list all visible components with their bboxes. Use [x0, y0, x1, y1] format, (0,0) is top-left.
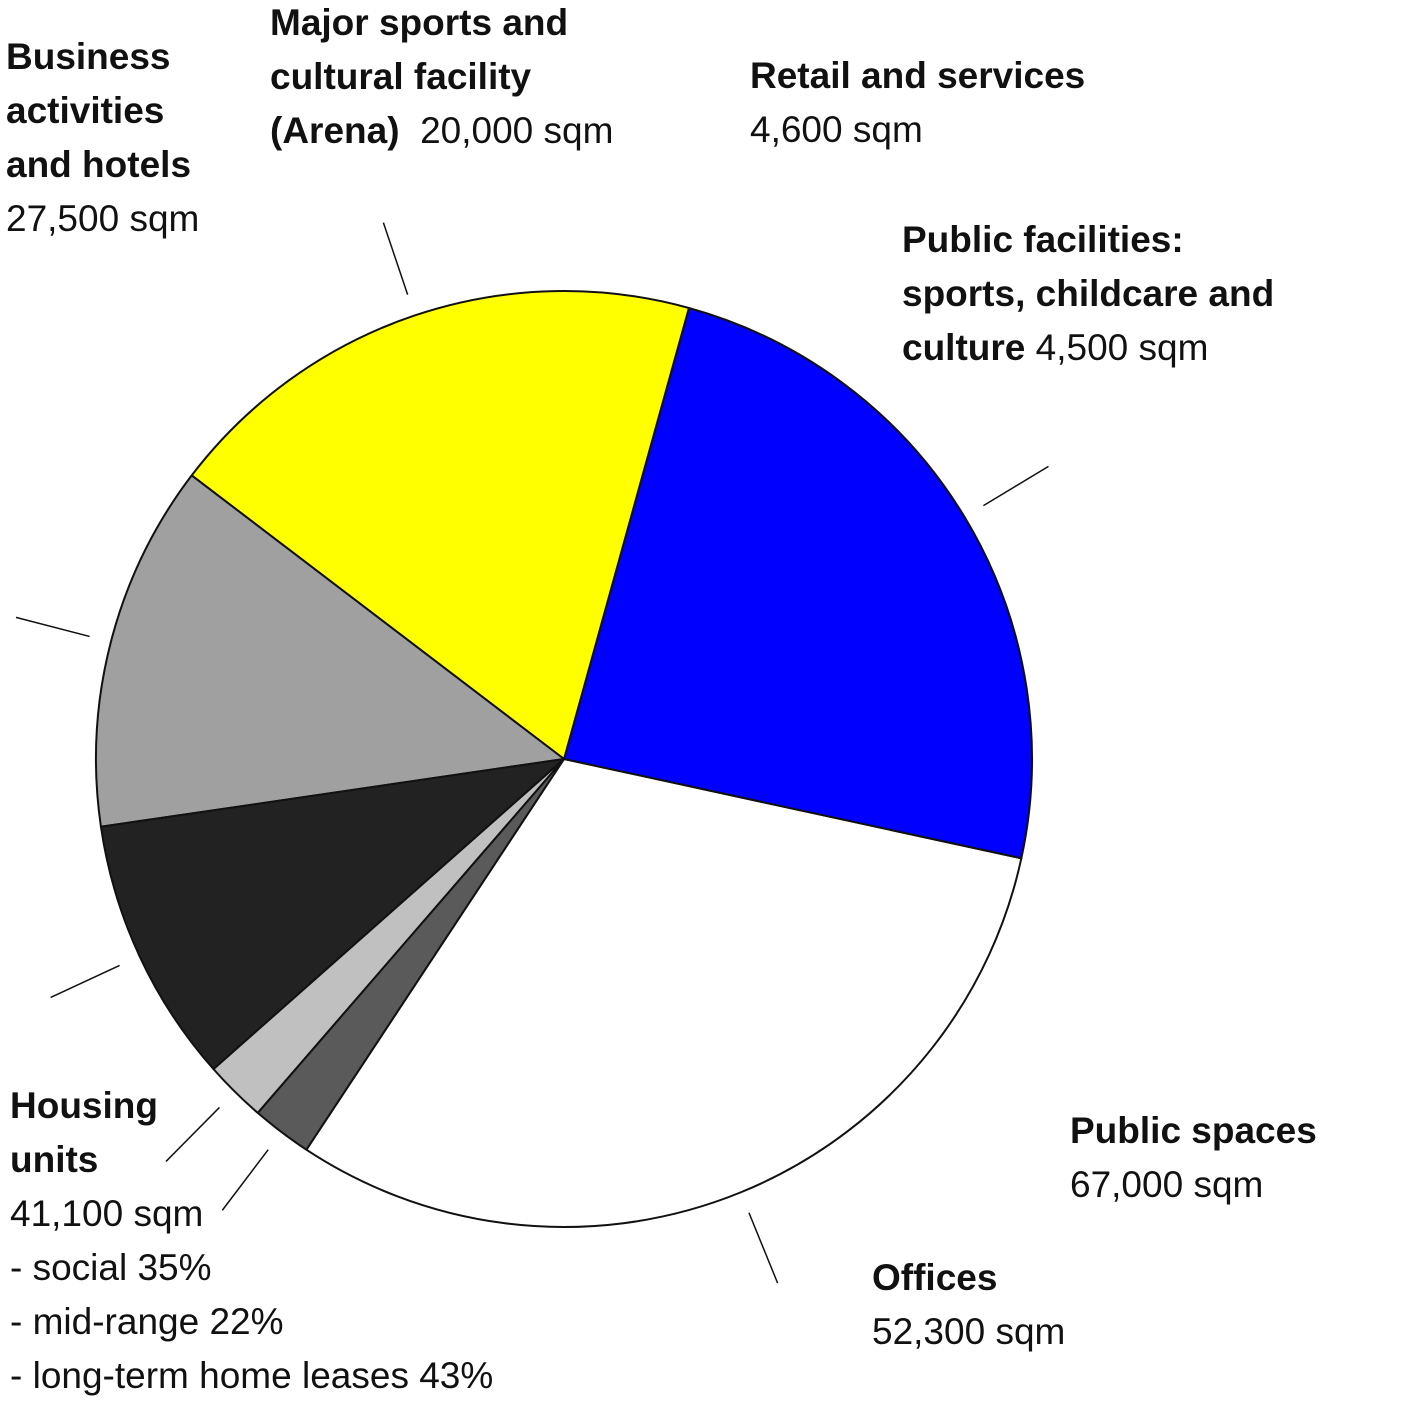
- label-arena: Major sports and cultural facility (Aren…: [270, 0, 613, 158]
- label-public-spaces: Public spaces 67,000 sqm: [1070, 1104, 1317, 1212]
- label-housing-units: Housing units 41,100 sqm - social 35% - …: [10, 1079, 493, 1403]
- facilities-value: 4,500 sqm: [1035, 327, 1209, 368]
- public-spaces-name: Public spaces: [1070, 1110, 1317, 1151]
- arena-value: 20,000 sqm: [420, 110, 614, 151]
- label-business-activities: Business activities and hotels 27,500 sq…: [6, 30, 199, 246]
- leader-line-housing-units: [382, 222, 409, 295]
- offices-value: 52,300 sqm: [872, 1311, 1066, 1352]
- leader-line-arena: [50, 964, 120, 999]
- housing-name-line-2: units: [10, 1139, 99, 1180]
- retail-value: 4,600 sqm: [750, 109, 923, 150]
- pie-slice-arena: [99, 758, 565, 1071]
- leader-line-retail: [165, 1106, 220, 1162]
- label-retail: Retail and services 4,600 sqm: [750, 49, 1085, 157]
- offices-name: Offices: [872, 1257, 998, 1298]
- business-value: 27,500 sqm: [6, 198, 200, 239]
- business-name-line-3: and hotels: [6, 144, 192, 185]
- housing-value: 41,100 sqm: [10, 1193, 204, 1234]
- leader-line-offices: [983, 465, 1049, 507]
- facilities-name-line-1: Public facilities:: [902, 219, 1184, 260]
- facilities-name-line-3: culture: [902, 327, 1026, 368]
- housing-breakdown-mid-range: - mid-range 22%: [10, 1301, 284, 1342]
- pie-slice-offices: [563, 306, 1033, 860]
- arena-name-line-3: (Arena): [270, 110, 400, 151]
- housing-breakdown-social: - social 35%: [10, 1247, 212, 1288]
- label-offices: Offices 52,300 sqm: [872, 1251, 1065, 1359]
- pie-slice-public-facilities: [256, 758, 565, 1151]
- leader-line-public-facilities: [221, 1149, 269, 1211]
- leader-line-public-spaces: [748, 1212, 779, 1284]
- leader-line-business-activities: [15, 616, 90, 638]
- pie-slices: [95, 289, 1033, 1228]
- housing-breakdown-long-term: - long-term home leases 43%: [10, 1355, 494, 1396]
- retail-name: Retail and services: [750, 55, 1086, 96]
- pie-slice-housing-units: [190, 289, 690, 760]
- pie-slice-business-activities: [95, 474, 565, 828]
- leader-lines: [15, 222, 1049, 1284]
- business-name-line-2: activities: [6, 90, 165, 131]
- pie-slice-public-spaces: [305, 758, 1023, 1228]
- housing-name-line-1: Housing: [10, 1085, 158, 1126]
- business-name-line-1: Business: [6, 36, 171, 77]
- label-public-facilities: Public facilities: sports, childcare and…: [902, 213, 1274, 375]
- arena-name-line-1: Major sports and: [270, 2, 569, 43]
- public-spaces-value: 67,000 sqm: [1070, 1164, 1264, 1205]
- arena-name-line-2: cultural facility: [270, 56, 532, 97]
- facilities-name-line-2: sports, childcare and: [902, 273, 1275, 314]
